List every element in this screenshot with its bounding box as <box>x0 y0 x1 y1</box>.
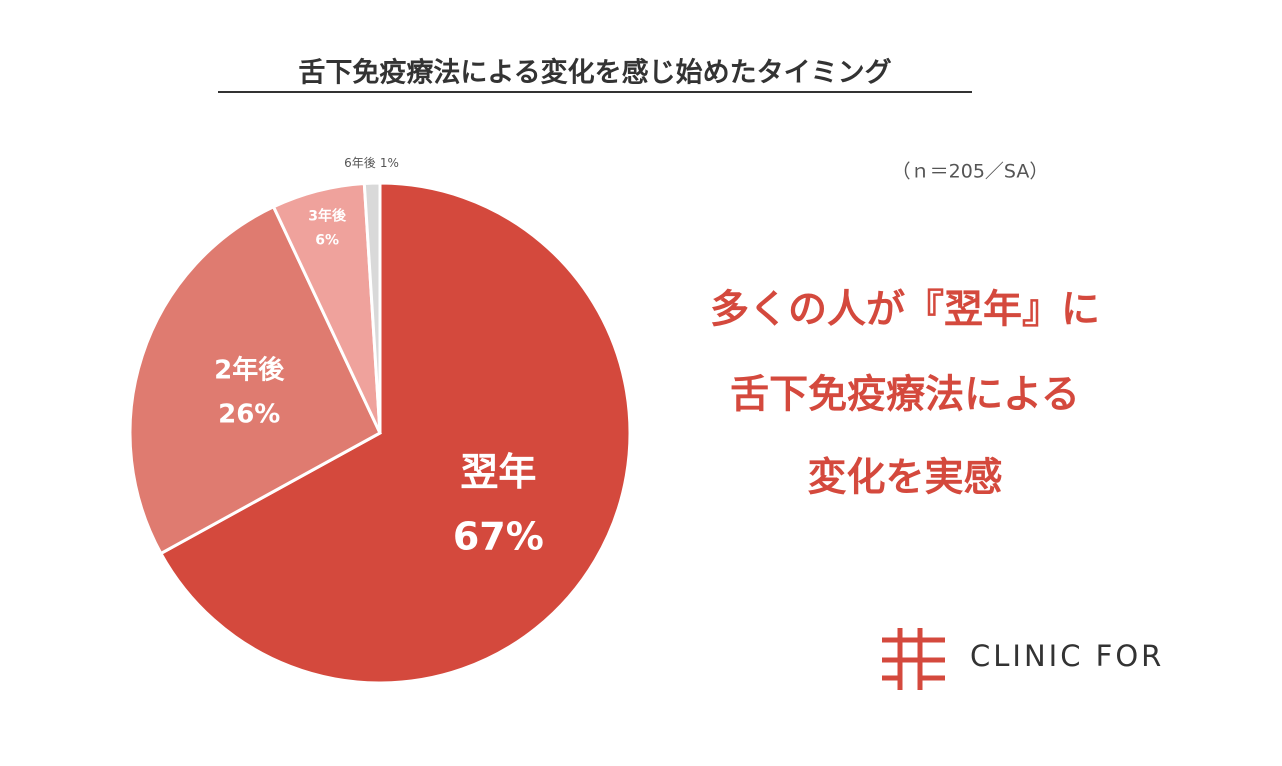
slice-label: 6年後 1% <box>344 156 399 170</box>
category-label: 翌年 <box>460 450 536 494</box>
pie-slice <box>158 181 632 685</box>
logo-icon <box>882 628 945 690</box>
value-label: 26% <box>218 400 280 430</box>
sample-note: （ｎ＝205／SA） <box>892 161 1049 183</box>
brand: CLINIC FOR <box>970 639 1164 673</box>
headline: 多くの人が『翌年』に <box>710 288 1100 333</box>
pie-slice <box>362 181 382 434</box>
chart-title: 舌下免疫療法による変化を感じ始めたタイミング <box>298 57 891 89</box>
value-label: 67% <box>453 515 544 559</box>
value-label: 6% <box>315 232 339 248</box>
pie-slice <box>128 204 382 556</box>
category-label: 2年後 <box>214 355 285 386</box>
headline: 変化を実感 <box>807 456 1002 501</box>
category-label: 6年後 <box>344 156 376 170</box>
value-label: 1% <box>380 156 399 170</box>
headline: 舌下免疫療法による <box>730 373 1080 418</box>
category-label: 3年後 <box>308 208 347 225</box>
